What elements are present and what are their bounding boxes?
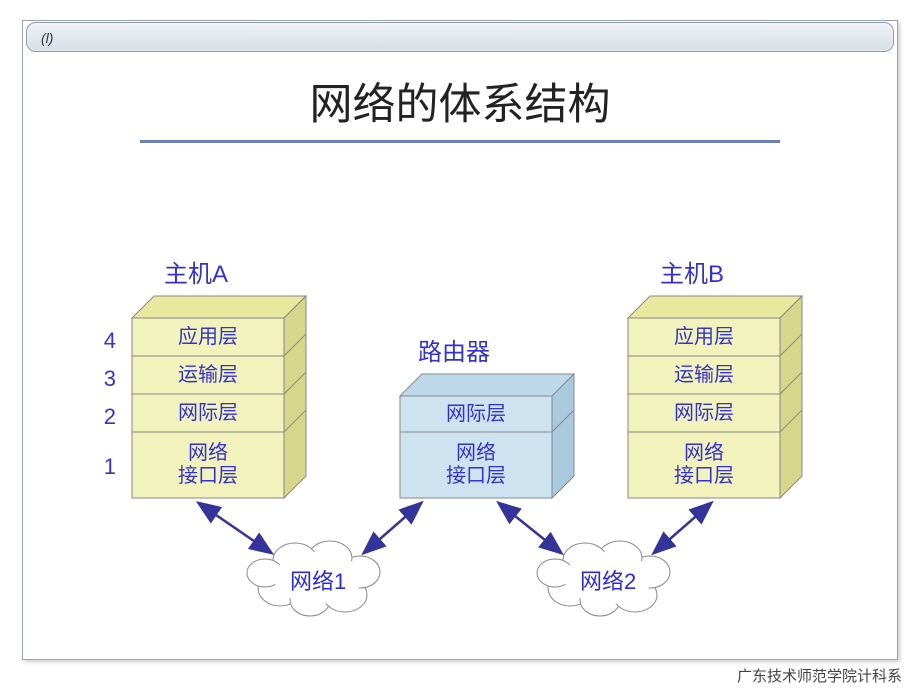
host-a-label: 主机A [164, 254, 228, 289]
title-underline [140, 140, 780, 143]
page-title: 网络的体系结构 [0, 70, 920, 132]
network-2-label: 网络2 [580, 564, 636, 596]
hostB-layer-2: 网际层 [628, 394, 780, 432]
layer-number-3: 3 [86, 366, 116, 392]
router-layer-2: 网际层 [400, 396, 552, 432]
hostA-layer-1: 网络 接口层 [132, 432, 284, 498]
layer-number-4: 4 [86, 328, 116, 354]
hostB-layer-4: 应用层 [628, 318, 780, 356]
hostA-layer-2: 网际层 [132, 394, 284, 432]
host-b-label: 主机B [660, 254, 724, 289]
footer-text: 广东技术师范学院计科系 [737, 665, 902, 686]
network-1-label: 网络1 [290, 564, 346, 596]
layer-number-2: 2 [86, 404, 116, 430]
hostA-layer-3: 运输层 [132, 356, 284, 394]
hostA-layer-4: 应用层 [132, 318, 284, 356]
hostB-layer-1: 网络 接口层 [628, 432, 780, 498]
header-bar: (l) [26, 22, 894, 52]
layer-number-1: 1 [86, 454, 116, 480]
hostB-layer-3: 运输层 [628, 356, 780, 394]
router-layer-1: 网络 接口层 [400, 432, 552, 498]
router-label: 路由器 [418, 332, 490, 367]
